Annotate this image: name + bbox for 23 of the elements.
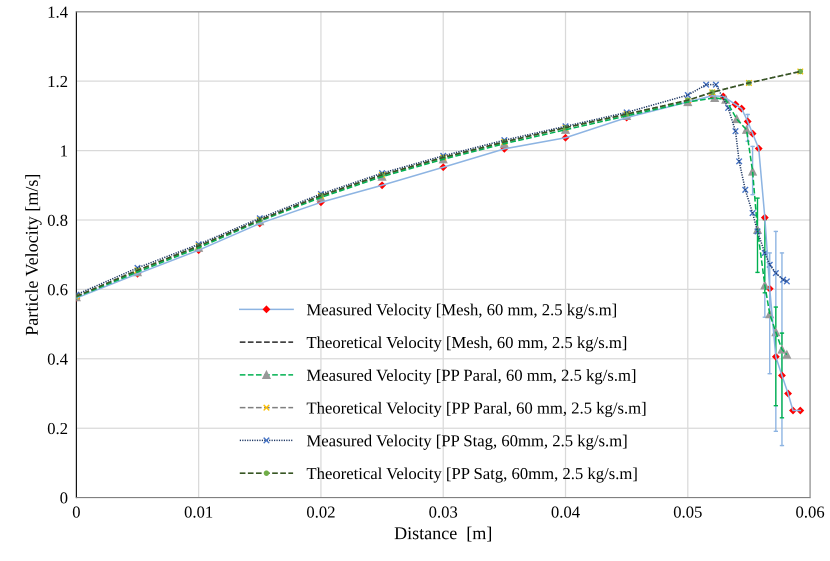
x-tick-label: 0.04 [552, 506, 580, 518]
x-tick-label: 0.06 [796, 506, 824, 518]
y-axis-title: Particle Velocity [m/s] [25, 174, 42, 336]
legend-label: Theoretical Velocity [PP Paral, 60 mm, 2.5 kg/s.m] [306, 402, 646, 418]
legend-label: Measured Velocity [Mesh, 60 mm, 2.5 kg/s.m] [306, 304, 616, 319]
y-tick-label: 0.4 [48, 354, 68, 365]
y-tick-label: 0.2 [48, 422, 68, 434]
y-tick-label: 1 [61, 145, 68, 156]
y-tick-label: 0 [60, 492, 68, 504]
legend-label: Measured Velocity [PP Paral, 60 mm, 2.5 kg/s.m] [306, 369, 636, 384]
x-tick-label: 0 [72, 506, 80, 518]
legend-label: Theoretical Velocity [PP Satg, 60mm, 2.5 kg/s.m] [306, 467, 637, 483]
y-tick-label: 0.8 [48, 214, 68, 226]
y-tick-label: 1.4 [48, 6, 68, 18]
x-tick-label: 0.05 [674, 506, 702, 518]
x-tick-label: 0.02 [306, 506, 335, 518]
x-tick-label: 0.01 [184, 506, 212, 518]
y-tick-label: 1.2 [48, 76, 68, 88]
y-tick-label: 0.6 [48, 284, 68, 296]
x-axis-title: Distance [m] [394, 526, 492, 542]
legend-label: Theoretical Velocity [Mesh, 60 mm, 2.5 kg/s.m] [306, 336, 626, 352]
legend-label: Measured Velocity [PP Stag, 60mm, 2.5 kg/s.m] [306, 434, 626, 450]
x-tick-label: 0.03 [429, 506, 458, 518]
